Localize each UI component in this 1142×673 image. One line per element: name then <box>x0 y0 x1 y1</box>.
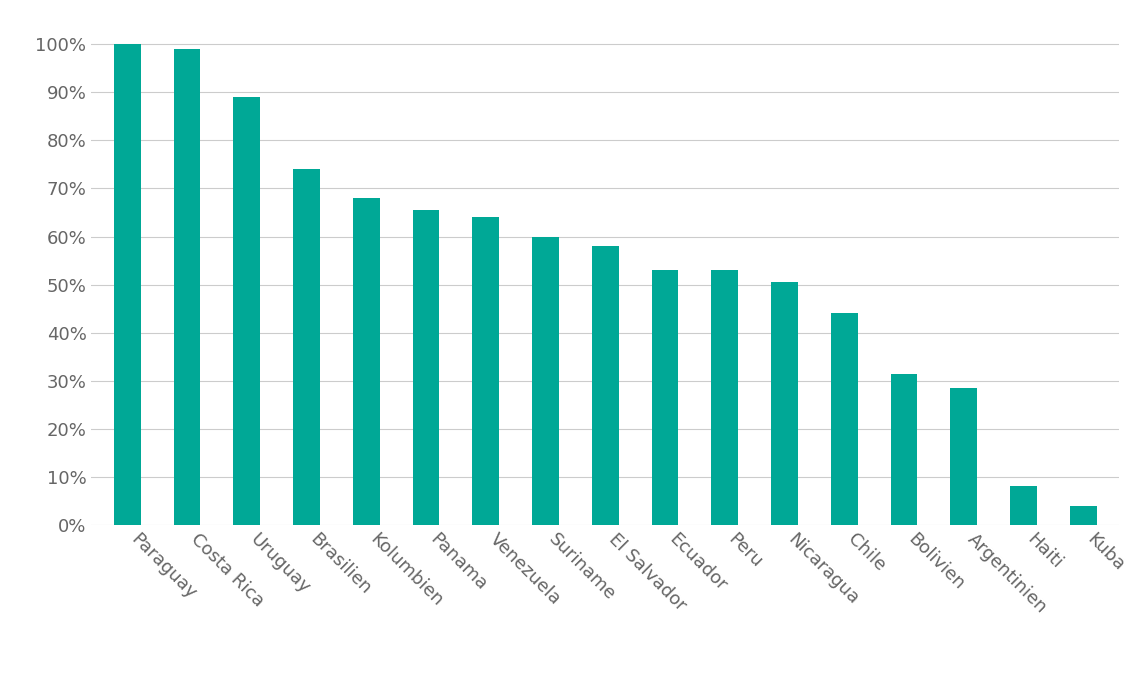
Bar <box>1070 505 1096 525</box>
Bar <box>711 270 738 525</box>
Bar <box>114 44 140 525</box>
Bar <box>233 97 260 525</box>
Bar <box>771 282 798 525</box>
Bar <box>473 217 499 525</box>
Bar <box>950 388 978 525</box>
Bar <box>592 246 619 525</box>
Bar <box>831 314 858 525</box>
Bar <box>1011 487 1037 525</box>
Bar <box>891 374 917 525</box>
Bar <box>652 270 678 525</box>
Bar <box>353 198 379 525</box>
Bar <box>293 169 320 525</box>
Bar <box>174 49 200 525</box>
Bar <box>412 210 440 525</box>
Bar <box>532 236 558 525</box>
